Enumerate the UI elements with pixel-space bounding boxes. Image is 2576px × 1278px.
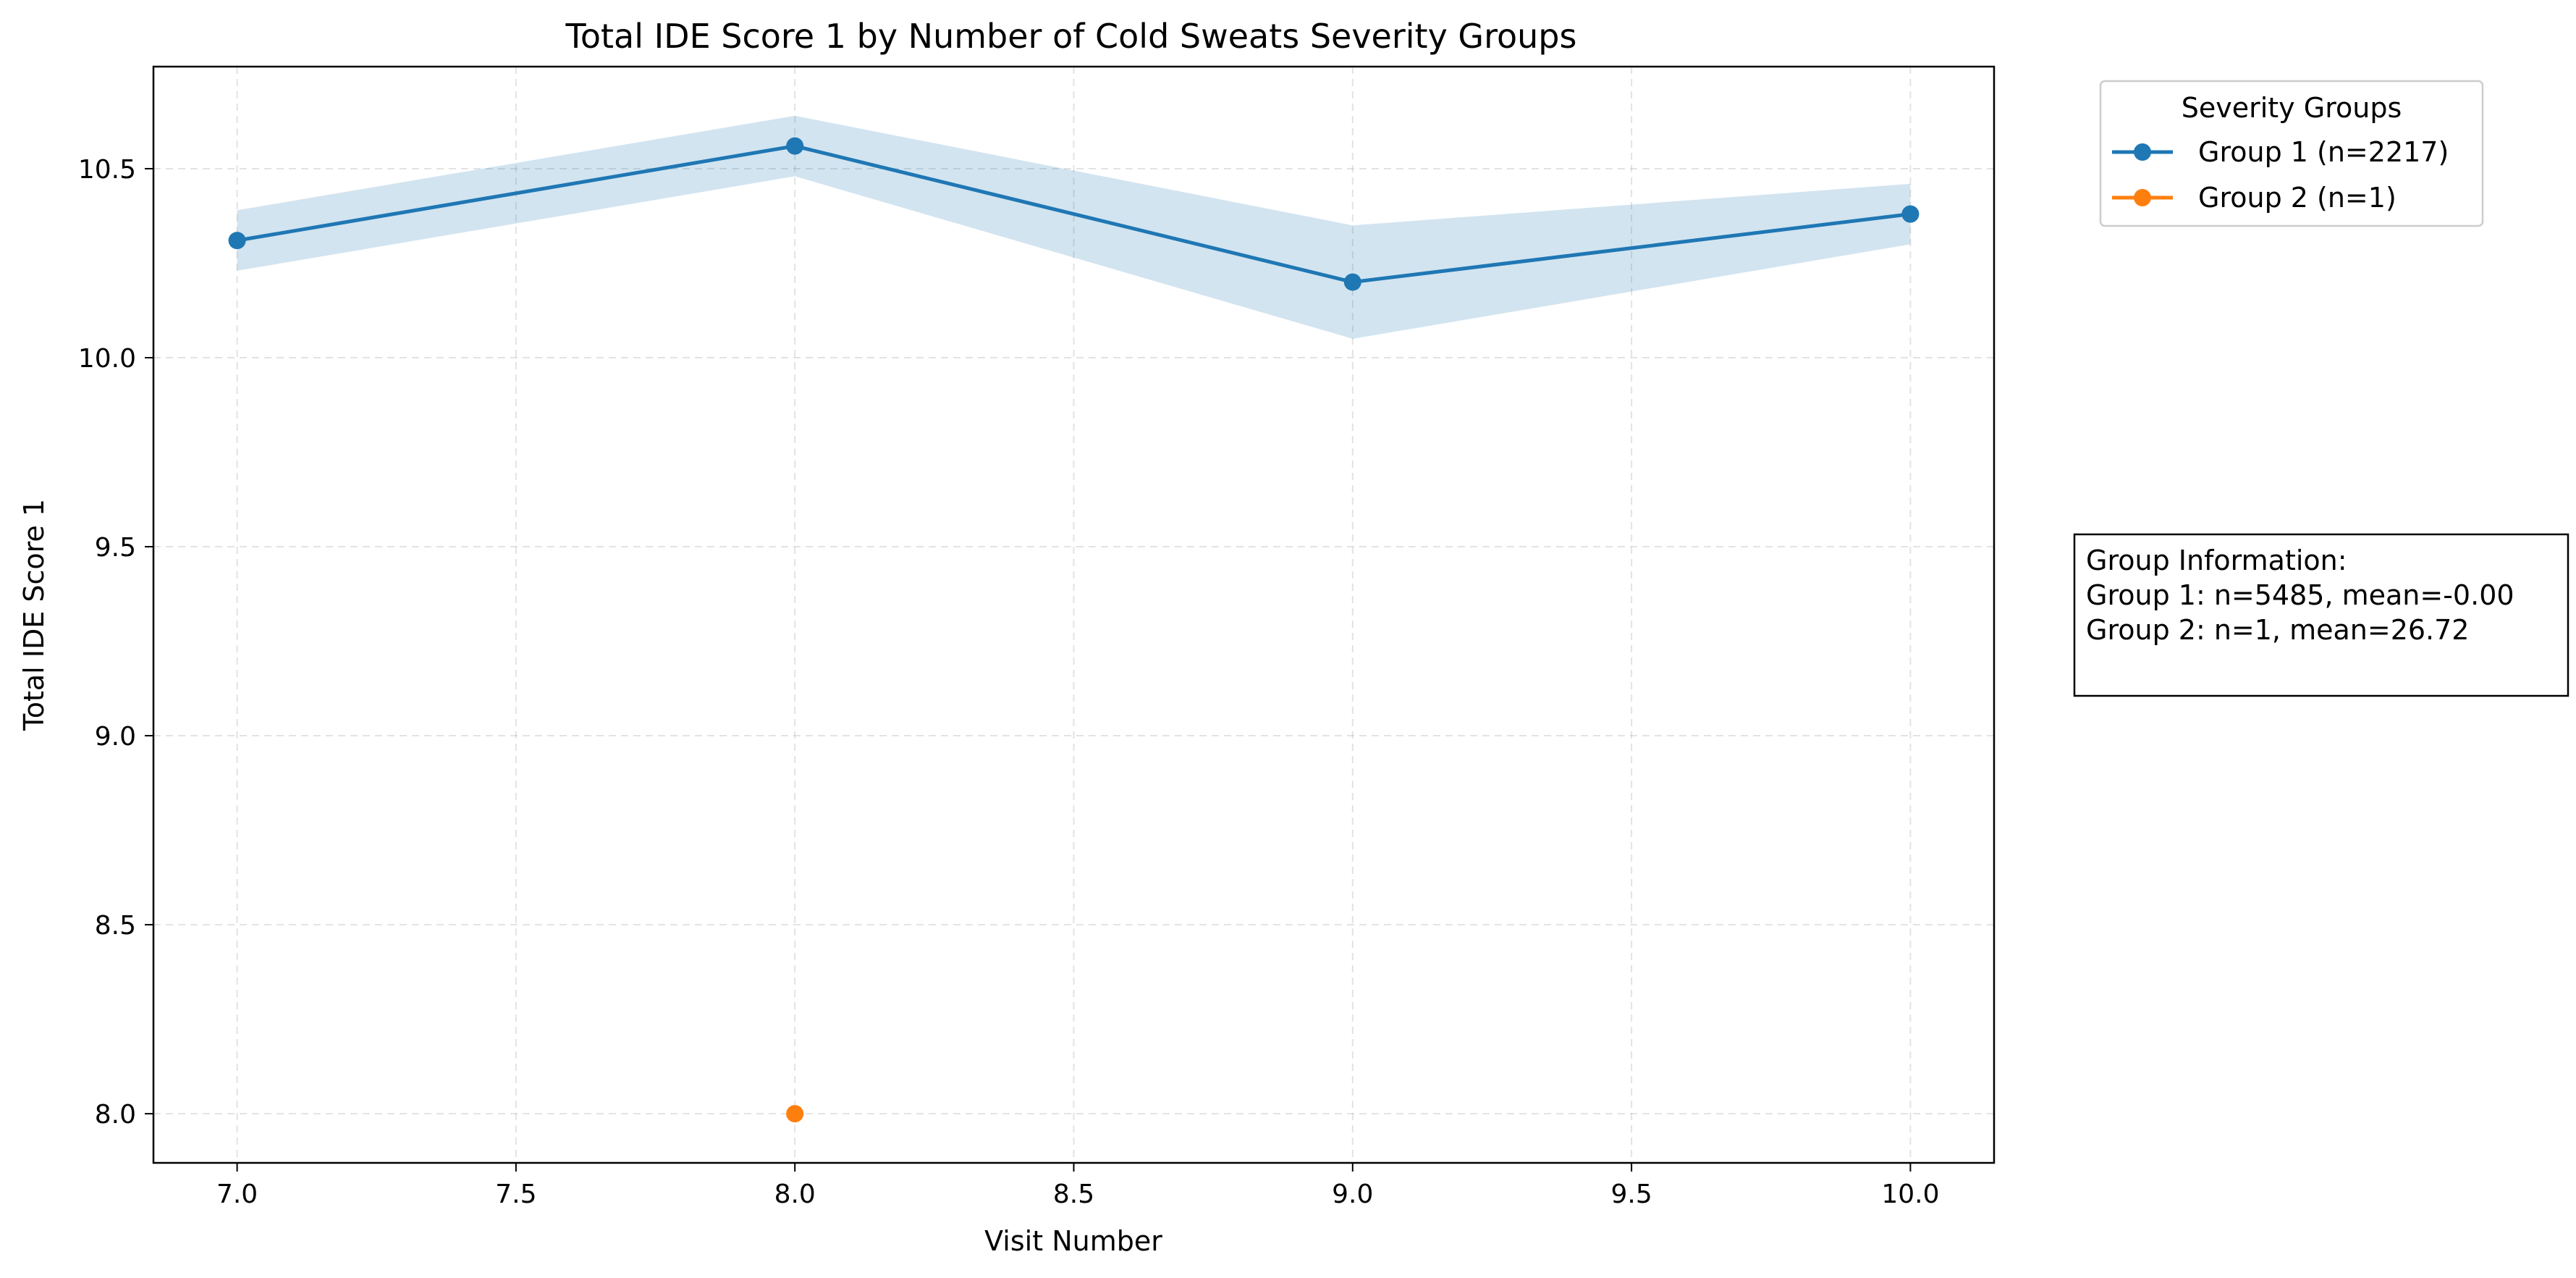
legend-label-series-2: Group 2 (n=1) bbox=[2198, 182, 2396, 214]
chart-title: Total IDE Score 1 by Number of Cold Swea… bbox=[565, 17, 1577, 56]
annotation-line-2: Group 1: n=5485, mean=-0.00 bbox=[2086, 579, 2514, 611]
x-tick-label: 8.5 bbox=[1053, 1180, 1094, 1209]
legend-marker-series-2 bbox=[2134, 189, 2151, 206]
data-point-series-1 bbox=[786, 137, 804, 155]
series-lines bbox=[237, 144, 1911, 285]
series-line-1 bbox=[237, 144, 1911, 285]
annotation-line-1: Group Information: bbox=[2086, 545, 2347, 576]
confidence-bands bbox=[237, 115, 1911, 339]
legend-marker-series-1 bbox=[2134, 143, 2151, 161]
y-tick-label: 8.0 bbox=[95, 1100, 136, 1130]
legend-box bbox=[2099, 80, 2484, 227]
y-tick-label: 8.5 bbox=[95, 911, 136, 941]
data-point-series-1 bbox=[228, 232, 246, 250]
grid-lines bbox=[153, 67, 1994, 1163]
x-tick-label: 8.0 bbox=[774, 1180, 816, 1209]
x-tick-label: 7.5 bbox=[495, 1180, 536, 1209]
x-tick-label: 7.0 bbox=[216, 1180, 258, 1209]
group-info-annotation: Group Information: Group 1: n=5485, mean… bbox=[2073, 533, 2569, 697]
x-tick-label: 9.0 bbox=[1332, 1180, 1373, 1209]
confidence-band-series-1 bbox=[237, 115, 1911, 339]
x-tick-label: 9.5 bbox=[1610, 1180, 1652, 1209]
y-tick-label: 10.5 bbox=[78, 155, 136, 185]
legend-title: Severity Groups bbox=[2182, 92, 2402, 124]
data-point-series-1 bbox=[1901, 205, 1920, 223]
y-tick-label: 10.0 bbox=[78, 344, 136, 374]
x-axis-ticks: 7.0 7.5 8.0 8.5 9.0 9.5 10.0 bbox=[216, 1163, 1939, 1209]
x-tick-label: 10.0 bbox=[1881, 1180, 1939, 1209]
data-points bbox=[228, 137, 1920, 1123]
data-point-series-2 bbox=[786, 1105, 804, 1123]
data-point-series-1 bbox=[1343, 273, 1361, 291]
y-tick-label: 9.0 bbox=[95, 722, 136, 752]
annotation-box bbox=[2073, 533, 2569, 697]
annotation-line-3: Group 2: n=1, mean=26.72 bbox=[2086, 614, 2469, 646]
legend: Severity Groups Group 1 (n=2217) Group 2 … bbox=[2099, 80, 2484, 227]
y-axis-ticks: 8.0 8.5 9.0 9.5 10.0 10.5 bbox=[78, 155, 153, 1130]
legend-label-series-1: Group 1 (n=2217) bbox=[2198, 136, 2449, 168]
x-axis-label: Visit Number bbox=[984, 1225, 1162, 1257]
y-axis-label: Total IDE Score 1 bbox=[18, 499, 50, 731]
legend-entries: Group 1 (n=2217) Group 2 (n=1) bbox=[2112, 136, 2449, 214]
y-tick-label: 9.5 bbox=[95, 533, 136, 563]
